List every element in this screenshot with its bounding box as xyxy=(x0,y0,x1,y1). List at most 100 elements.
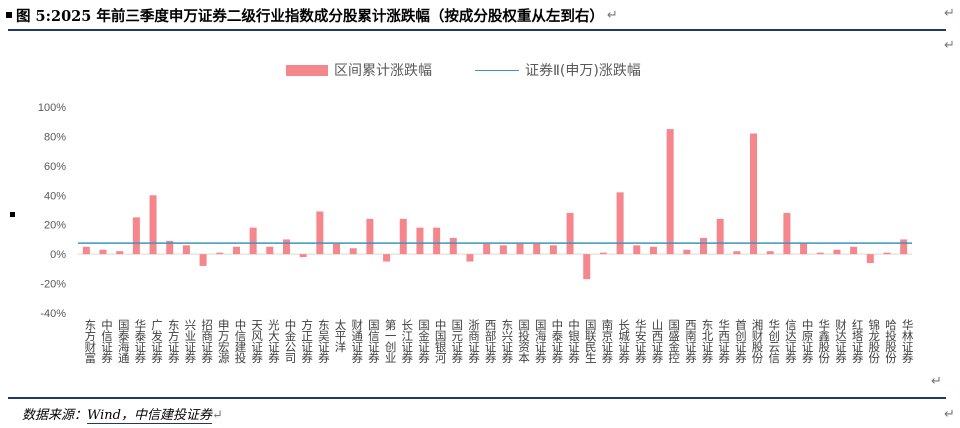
x-tick-label: 华创云信 xyxy=(767,318,781,364)
bar xyxy=(716,218,724,255)
x-tick-label: 长江证券 xyxy=(400,319,414,363)
x-tick-label: 天风证券 xyxy=(250,319,264,363)
bar xyxy=(82,246,90,255)
x-tick-label: 光大证券 xyxy=(267,318,281,363)
x-tick-label: 国投资本 xyxy=(517,319,531,364)
x-tick-label: 东方财富 xyxy=(83,319,97,364)
bar xyxy=(633,245,641,255)
y-tick-label: 80% xyxy=(44,131,66,143)
x-tick-label: 华安证券 xyxy=(634,318,648,363)
x-tick-label: 招商证券 xyxy=(200,318,214,363)
x-tick-label: 哈投股份 xyxy=(884,319,898,364)
bar xyxy=(416,227,424,255)
x-tick-label: 东吴证券 xyxy=(317,319,331,363)
x-tick-label: 国联民生 xyxy=(584,319,598,363)
bar xyxy=(333,243,341,255)
bar xyxy=(99,249,107,255)
title-paragraph-mark: ↵ xyxy=(606,7,618,23)
bar xyxy=(299,254,307,258)
bar xyxy=(533,243,541,255)
bar xyxy=(766,251,774,255)
x-tick-label: 方正证券 xyxy=(300,318,314,363)
bar xyxy=(866,254,874,263)
x-tick-label: 国金证券 xyxy=(417,319,431,363)
bar xyxy=(833,249,841,255)
bar xyxy=(449,237,457,255)
x-tick-label: 国信证券 xyxy=(367,319,381,363)
bar xyxy=(149,195,157,255)
figure-title-row: 图 5:2025 年前三季度申万证券二级行业指数成分股累计涨跌幅（按成分股权重从… xyxy=(6,4,618,26)
bar xyxy=(666,129,674,255)
x-tick-label: 华泰证券 xyxy=(133,318,147,363)
x-tick-label: 中原证券 xyxy=(801,319,815,363)
bar xyxy=(583,254,591,280)
legend-item-line: 证券Ⅱ(申万)涨跌幅 xyxy=(475,60,641,80)
x-tick-label: 财达证券 xyxy=(834,318,848,363)
source-label: 数据来源： xyxy=(22,408,88,423)
bar xyxy=(433,227,441,255)
bar xyxy=(166,240,174,255)
bar xyxy=(549,245,557,255)
bar xyxy=(599,252,607,255)
bar xyxy=(282,239,291,255)
y-tick-label: 0% xyxy=(50,249,66,261)
bar xyxy=(182,245,190,255)
bar xyxy=(132,217,140,255)
legend-item-bar: 区间累计涨跌幅 xyxy=(286,60,432,80)
x-tick-label: 中信证券 xyxy=(100,319,114,363)
bar xyxy=(683,249,691,255)
x-tick-label: 国泰海通 xyxy=(117,319,131,363)
x-tick-label: 湘财股份 xyxy=(751,318,765,364)
x-tick-label: 中国银河 xyxy=(434,319,448,363)
x-tick-label: 华西证券 xyxy=(717,318,731,363)
x-tick-label: 山西证券 xyxy=(650,319,664,363)
bar-chart: 100% 80% 60% 40% 20% 0% -20% -40% 东方财富 中信证券 国泰海通 华泰… xyxy=(38,102,915,364)
bar xyxy=(883,252,891,255)
y-tick-label: -40% xyxy=(40,308,66,320)
x-tick-label: 财通证券 xyxy=(350,318,364,363)
bar xyxy=(316,211,324,255)
legend-line-swatch xyxy=(475,69,519,71)
source-text: Wind，中信建投证券 xyxy=(87,408,213,424)
bar xyxy=(366,218,374,255)
bar xyxy=(699,237,708,255)
x-tick-label: 国盛金控 xyxy=(667,319,681,363)
x-tick-label: 西南证券 xyxy=(684,319,698,363)
paragraph-mark: ↵ xyxy=(944,407,955,422)
x-tick-label: 兴业证券 xyxy=(183,319,197,363)
bar xyxy=(116,251,124,255)
bar xyxy=(850,246,858,255)
x-tick-label: 锦龙股份 xyxy=(867,318,881,364)
x-tick-label: 东方证券 xyxy=(167,319,181,363)
bar xyxy=(783,212,791,255)
x-tick-label: 广发证券 xyxy=(150,319,164,363)
paragraph-mark: ↵ xyxy=(944,6,955,21)
x-tick-label: 中泰证券 xyxy=(550,319,564,363)
legend-label-bar: 区间累计涨跌幅 xyxy=(334,63,432,79)
x-tick-label: 东兴证券 xyxy=(500,319,514,363)
bar xyxy=(483,243,491,255)
x-tick-label: 太平洋 xyxy=(334,319,348,352)
x-tick-label: 中银证券 xyxy=(567,319,581,363)
x-tick-label: 华鑫股份 xyxy=(817,318,831,364)
bar xyxy=(649,246,657,255)
bar xyxy=(616,192,624,255)
bar xyxy=(249,227,257,255)
bar xyxy=(733,251,741,255)
x-tick-label: 南京证券 xyxy=(600,318,614,363)
x-tick-label: 华林证券 xyxy=(901,318,915,363)
x-tick-label: 国海证券 xyxy=(534,319,548,363)
source-paragraph-mark: ↵ xyxy=(212,408,223,423)
bar xyxy=(383,254,391,262)
bar xyxy=(516,243,524,255)
figure-title: 图 5:2025 年前三季度申万证券二级行业指数成分股累计涨跌幅（按成分股权重从… xyxy=(16,7,604,25)
x-tick-label: 中信建投 xyxy=(233,319,247,364)
x-tick-label: 信达证券 xyxy=(784,319,798,363)
bar xyxy=(566,212,574,255)
y-tick-label: 40% xyxy=(44,190,66,202)
x-tick-label: 中金公司 xyxy=(284,319,298,363)
x-tick-label: 首创证券 xyxy=(734,318,748,363)
x-tick-label: 东北证券 xyxy=(701,319,715,363)
bar xyxy=(466,254,474,262)
x-tick-label: 西部证券 xyxy=(484,319,498,363)
